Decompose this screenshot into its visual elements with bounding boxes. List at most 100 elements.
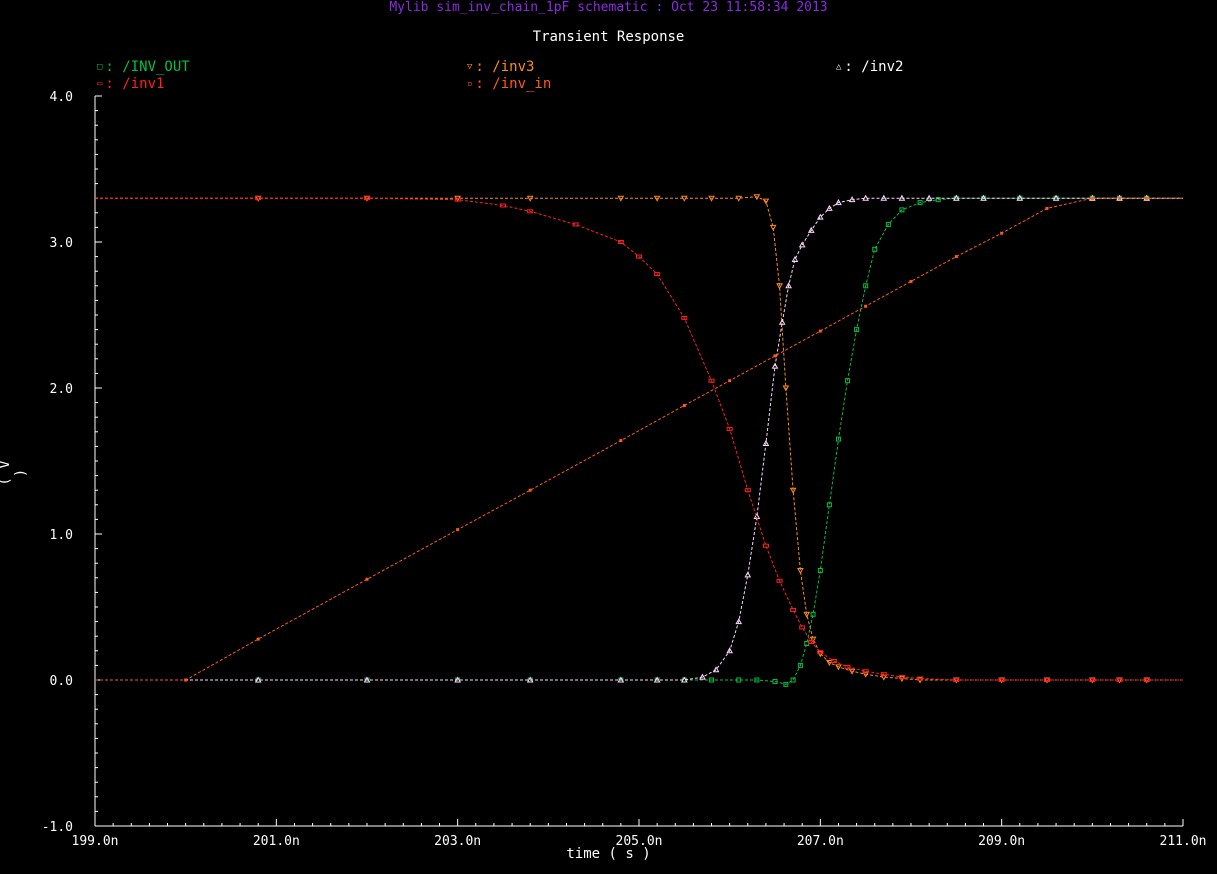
point-INV_OUT	[845, 378, 851, 384]
legend-marker-triangle-down-icon: ▽	[467, 62, 473, 72]
point-inv2	[653, 676, 661, 683]
point-inv3	[803, 611, 811, 618]
point-inv3	[848, 668, 856, 675]
legend-label: : /inv2	[844, 59, 904, 75]
point-inv2	[835, 199, 842, 206]
point-inv1	[808, 640, 815, 645]
point-inv2	[826, 204, 833, 211]
y-tick-label: 3.0	[50, 236, 73, 251]
point-inv2	[744, 571, 752, 578]
point-inv1	[681, 315, 688, 320]
point-INV_OUT	[736, 677, 742, 683]
point-inv3	[880, 674, 888, 681]
x-tick-label: 199.0n	[72, 834, 119, 849]
point-inv1	[726, 426, 733, 431]
point-inv_in	[864, 304, 868, 308]
legend-marker-rect-icon: ▭	[97, 79, 103, 89]
point-INV_OUT	[790, 677, 796, 683]
window-title: Mylib sim_inv_chain_1pF schematic : Oct …	[389, 0, 828, 15]
point-inv1	[953, 678, 960, 682]
legend-inv-out: □: /INV_OUT	[97, 59, 190, 75]
point-inv3	[753, 194, 761, 201]
point-inv3	[735, 195, 743, 202]
point-inv1	[880, 672, 887, 677]
point-inv3	[617, 195, 625, 202]
point-INV_OUT	[754, 677, 760, 683]
x-tick-label: 211.0n	[1160, 834, 1207, 849]
point-inv1	[364, 196, 370, 201]
legend-label: : /inv1	[105, 76, 165, 92]
point-inv_in	[728, 379, 732, 383]
y-tick-label: -1.0	[42, 820, 73, 835]
point-inv2	[785, 282, 792, 289]
point-inv2	[980, 194, 987, 201]
point-inv3	[762, 198, 770, 205]
point-inv3	[862, 671, 870, 678]
series-line-inv3	[95, 196, 1183, 681]
point-inv3	[789, 487, 797, 494]
point-inv2	[762, 439, 770, 446]
point-inv2	[1016, 194, 1024, 201]
legend-marker-square-icon: □	[97, 62, 103, 72]
x-axis-label: time ( s )	[566, 846, 651, 862]
point-inv2	[735, 618, 743, 625]
legend-label: : /inv_in	[475, 76, 552, 92]
x-tick-label: 201.0n	[253, 834, 300, 849]
point-INV_OUT	[935, 197, 941, 203]
point-inv1	[898, 675, 905, 680]
point-inv1	[636, 254, 642, 259]
point-inv1	[762, 543, 769, 548]
point-inv_in	[365, 577, 369, 581]
point-inv1	[998, 678, 1005, 682]
point-inv_in	[1145, 196, 1149, 200]
point-inv_in	[1045, 206, 1049, 210]
point-inv1	[817, 650, 824, 655]
point-INV_OUT	[817, 568, 823, 573]
point-INV_OUT	[835, 436, 841, 442]
point-inv2	[848, 196, 856, 203]
series-line-INV_OUT	[95, 197, 1183, 685]
point-INV_OUT	[826, 502, 832, 508]
point-inv3	[708, 195, 715, 202]
point-inv1	[708, 378, 715, 383]
point-INV_OUT	[772, 678, 778, 684]
point-inv3	[526, 195, 534, 202]
point-inv_in	[256, 637, 260, 641]
point-inv_in	[818, 329, 822, 333]
point-inv2	[254, 676, 262, 683]
legend-inv1: ▭: /inv1	[97, 76, 164, 92]
point-inv2	[363, 676, 371, 683]
y-tick-label: 1.0	[50, 528, 73, 543]
y-tick-label: 4.0	[50, 90, 73, 105]
point-INV_OUT	[872, 246, 878, 252]
point-inv3	[826, 659, 833, 667]
point-inv2	[862, 194, 870, 201]
point-inv1	[255, 196, 262, 201]
point-inv3	[653, 195, 661, 202]
series-line-inv1	[95, 197, 1183, 681]
point-inv2	[712, 666, 720, 673]
point-inv_in	[619, 439, 623, 443]
point-inv3	[776, 283, 783, 290]
point-inv1	[744, 488, 751, 493]
legend-marker-dot-icon: ▫	[467, 79, 473, 89]
point-inv1	[617, 240, 624, 244]
point-inv3	[809, 636, 817, 643]
point-inv3	[797, 568, 804, 575]
point-inv3	[782, 385, 790, 392]
point-inv1	[1116, 678, 1123, 682]
point-inv3	[835, 664, 842, 671]
point-inv1	[776, 578, 783, 583]
point-inv_in	[909, 279, 913, 283]
point-inv2	[726, 647, 734, 654]
chart-title: Transient Response	[532, 29, 685, 45]
point-inv2	[798, 241, 806, 248]
point-inv1	[830, 659, 837, 664]
point-inv1	[1089, 678, 1096, 682]
point-inv_in	[773, 354, 777, 358]
point-inv1	[862, 669, 869, 674]
point-inv_in	[1090, 196, 1094, 200]
series-line-inv_in	[95, 197, 1183, 681]
point-inv2	[807, 226, 815, 233]
point-inv2	[778, 318, 786, 325]
